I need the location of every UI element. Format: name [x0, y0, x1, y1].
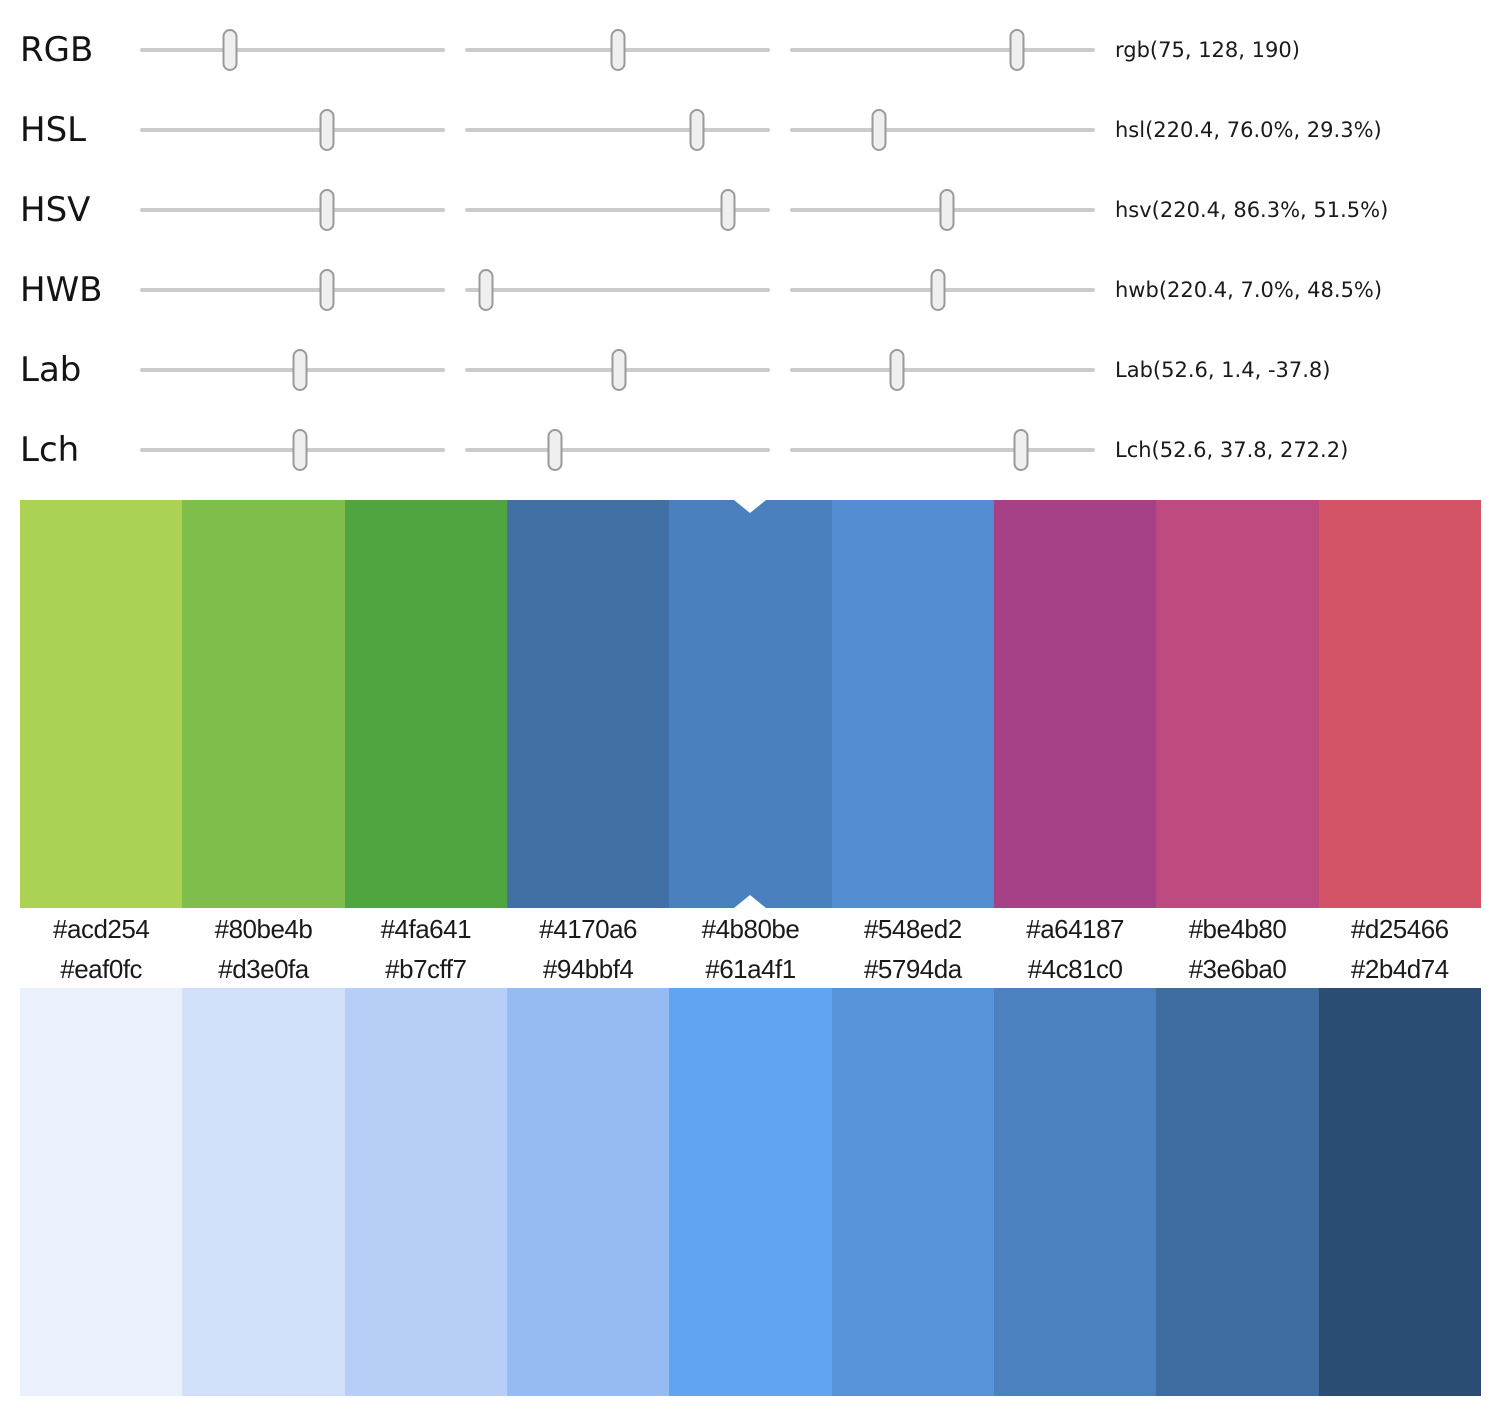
slider-row-hsl: HSL hsl(220.4, 76.0%, 29.3%) — [0, 90, 1501, 170]
shade-swatch-2[interactable] — [344, 988, 507, 1396]
hex-label: #d25466 — [1350, 913, 1449, 944]
slider-row-hwb: HWB hwb(220.4, 7.0%, 48.5%) — [0, 250, 1501, 330]
hex-label: #eaf0fc — [60, 953, 143, 984]
hue-swatch-8[interactable] — [1318, 500, 1481, 908]
slider-thumb[interactable] — [889, 349, 905, 391]
hue-hex-labels: #acd254 #80be4b #4fa641 #4170a6 #4b80be … — [20, 908, 1481, 950]
slider-thumb[interactable] — [871, 109, 887, 151]
hex-label: #4b80be — [701, 913, 800, 944]
shade-swatch-0[interactable] — [20, 988, 183, 1396]
shade-swatch-5[interactable] — [831, 988, 994, 1396]
slider-thumb[interactable] — [292, 429, 308, 471]
slider-thumb[interactable] — [611, 349, 627, 391]
lab-value-text: Lab(52.6, 1.4, -37.8) — [1115, 358, 1331, 382]
shade-palette — [20, 988, 1481, 1396]
shade-hex-labels: #eaf0fc #d3e0fa #b7cff7 #94bbf4 #61a4f1 … — [20, 950, 1481, 988]
hwb-value-text: hwb(220.4, 7.0%, 48.5%) — [1115, 278, 1383, 302]
hex-label: #548ed2 — [863, 913, 962, 944]
hsl-value-text: hsl(220.4, 76.0%, 29.3%) — [1115, 118, 1382, 142]
slider-thumb[interactable] — [939, 189, 955, 231]
hsv-value-text: hsv(220.4, 86.3%, 51.5%) — [1115, 198, 1389, 222]
colorspace-label-hsl: HSL — [20, 110, 87, 150]
hex-label: #2b4d74 — [1350, 953, 1449, 984]
hex-label: #94bbf4 — [542, 953, 634, 984]
hwb-w-slider[interactable] — [465, 269, 770, 311]
lch-h-slider[interactable] — [790, 429, 1095, 471]
rgb-b-slider[interactable] — [790, 29, 1095, 71]
slider-thumb[interactable] — [689, 109, 705, 151]
hsv-h-slider[interactable] — [140, 189, 445, 231]
hue-swatch-0[interactable] — [20, 500, 183, 908]
rgb-g-slider[interactable] — [465, 29, 770, 71]
selected-color-marker-top-icon — [734, 500, 767, 513]
hex-label: #acd254 — [53, 913, 150, 944]
slider-thumb[interactable] — [547, 429, 563, 471]
hsv-v-slider[interactable] — [790, 189, 1095, 231]
hue-swatch-2[interactable] — [344, 500, 507, 908]
hwb-b-slider[interactable] — [790, 269, 1095, 311]
hue-swatch-6[interactable] — [993, 500, 1157, 908]
slider-thumb[interactable] — [478, 269, 494, 311]
hex-label: #61a4f1 — [705, 953, 796, 984]
rgb-value-text: rgb(75, 128, 190) — [1115, 38, 1300, 62]
color-sliders-panel: RGB rgb(75, 128, 190) HSL hsl(220.4, 76.… — [0, 0, 1501, 490]
slider-thumb[interactable] — [319, 269, 335, 311]
hsl-h-slider[interactable] — [140, 109, 445, 151]
colorspace-label-hwb: HWB — [20, 270, 103, 310]
slider-thumb[interactable] — [1009, 29, 1025, 71]
hue-swatch-1[interactable] — [182, 500, 345, 908]
hsl-s-slider[interactable] — [465, 109, 770, 151]
slider-row-lab: Lab Lab(52.6, 1.4, -37.8) — [0, 330, 1501, 410]
slider-thumb[interactable] — [720, 189, 736, 231]
shade-swatch-3[interactable] — [506, 988, 670, 1396]
hex-label: #80be4b — [214, 913, 313, 944]
lab-l-slider[interactable] — [140, 349, 445, 391]
colorspace-label-lch: Lch — [20, 430, 80, 470]
hsl-l-slider[interactable] — [790, 109, 1095, 151]
slider-row-lch: Lch Lch(52.6, 37.8, 272.2) — [0, 410, 1501, 490]
selected-color-marker-bottom-icon — [734, 895, 767, 908]
shade-swatch-4[interactable] — [669, 988, 832, 1396]
slider-row-hsv: HSV hsv(220.4, 86.3%, 51.5%) — [0, 170, 1501, 250]
hex-label: #4c81c0 — [1027, 953, 1123, 984]
hex-label: #4170a6 — [539, 913, 638, 944]
hex-label: #d3e0fa — [218, 953, 309, 984]
slider-row-rgb: RGB rgb(75, 128, 190) — [0, 10, 1501, 90]
hex-label: #b7cff7 — [385, 953, 467, 984]
slider-thumb[interactable] — [319, 109, 335, 151]
hue-swatch-7[interactable] — [1156, 500, 1319, 908]
colorspace-label-lab: Lab — [20, 350, 82, 390]
hue-swatch-4-selected[interactable] — [669, 500, 832, 908]
lab-b-slider[interactable] — [790, 349, 1095, 391]
slider-thumb[interactable] — [292, 349, 308, 391]
hex-label: #3e6ba0 — [1188, 953, 1287, 984]
lch-l-slider[interactable] — [140, 429, 445, 471]
hex-label: #4fa641 — [380, 913, 472, 944]
shade-swatch-1[interactable] — [182, 988, 345, 1396]
shade-swatch-6[interactable] — [993, 988, 1157, 1396]
hwb-h-slider[interactable] — [140, 269, 445, 311]
lch-value-text: Lch(52.6, 37.8, 272.2) — [1115, 438, 1349, 462]
slider-thumb[interactable] — [610, 29, 626, 71]
shade-swatch-8[interactable] — [1318, 988, 1481, 1396]
lch-c-slider[interactable] — [465, 429, 770, 471]
hex-label: #5794da — [863, 953, 962, 984]
hsv-s-slider[interactable] — [465, 189, 770, 231]
hue-palette — [20, 500, 1481, 908]
shade-swatch-7[interactable] — [1156, 988, 1319, 1396]
colorspace-label-rgb: RGB — [20, 30, 94, 70]
hex-label: #be4b80 — [1188, 913, 1287, 944]
hue-swatch-3[interactable] — [506, 500, 670, 908]
colorspace-label-hsv: HSV — [20, 190, 91, 230]
hue-swatch-5[interactable] — [831, 500, 994, 908]
rgb-r-slider[interactable] — [140, 29, 445, 71]
slider-thumb[interactable] — [319, 189, 335, 231]
slider-thumb[interactable] — [1013, 429, 1029, 471]
hex-label: #a64187 — [1026, 913, 1124, 944]
lab-a-slider[interactable] — [465, 349, 770, 391]
slider-thumb[interactable] — [930, 269, 946, 311]
slider-thumb[interactable] — [222, 29, 238, 71]
